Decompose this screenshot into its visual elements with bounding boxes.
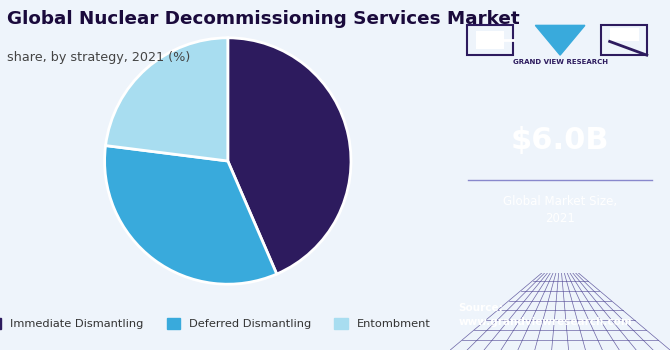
Wedge shape xyxy=(228,38,351,274)
FancyBboxPatch shape xyxy=(476,31,505,49)
Wedge shape xyxy=(106,38,228,161)
Text: share, by strategy, 2021 (%): share, by strategy, 2021 (%) xyxy=(7,51,190,64)
Text: Global Nuclear Decommissioning Services Market: Global Nuclear Decommissioning Services … xyxy=(7,10,519,28)
FancyBboxPatch shape xyxy=(610,28,639,41)
Text: Global Market Size,
2021: Global Market Size, 2021 xyxy=(503,195,617,225)
Legend: Immediate Dismantling, Deferred Dismantling, Entombment: Immediate Dismantling, Deferred Dismantl… xyxy=(0,314,436,334)
Text: GRAND VIEW RESEARCH: GRAND VIEW RESEARCH xyxy=(513,59,608,65)
Wedge shape xyxy=(105,146,277,284)
Polygon shape xyxy=(535,25,585,55)
Text: Source:
www.grandviewresearch.com: Source: www.grandviewresearch.com xyxy=(458,303,632,327)
Text: $6.0B: $6.0B xyxy=(511,126,610,154)
